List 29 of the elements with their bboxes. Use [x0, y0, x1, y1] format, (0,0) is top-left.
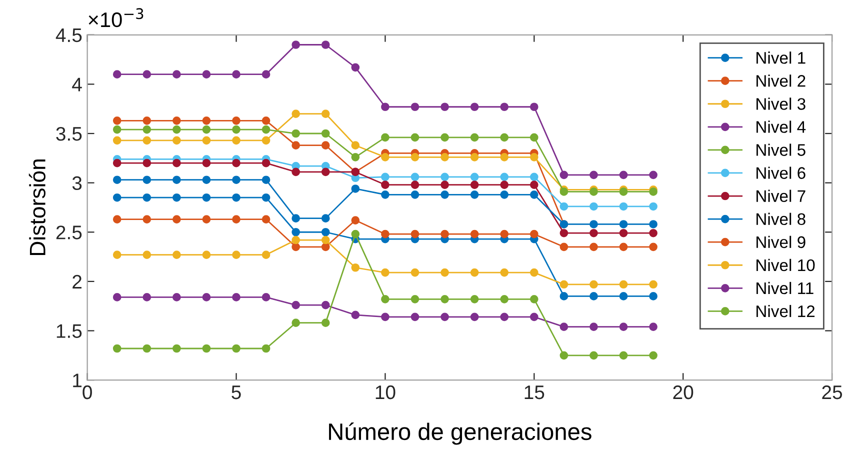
legend-label: Nivel 11: [756, 282, 814, 294]
legend-label: Nivel 1: [756, 52, 806, 64]
legend-label: Nivel 3: [756, 98, 806, 110]
y-tick-label: 1.5: [56, 324, 82, 338]
text: ×10$^{−3}$: [88, 8, 144, 28]
x-tick-label: 5: [232, 386, 241, 400]
legend-label: Nivel 6: [756, 166, 806, 179]
x-tick-label: 0: [82, 385, 92, 400]
x-tick-label: 25: [822, 385, 842, 400]
legend-label: Nivel 10: [756, 258, 815, 272]
y-tick-label: 2.5: [56, 226, 82, 240]
y-tick-label: 4.5: [56, 28, 82, 42]
x-axis-title: Número de generaciones: [329, 422, 592, 445]
legend-label: Nivel 2: [756, 74, 806, 87]
y-tick-label: 1: [73, 374, 82, 388]
legend-label: Nivel 8: [756, 212, 806, 226]
legend-label: Nivel 9: [756, 236, 806, 248]
y-axis-title: Distorsión: [28, 160, 46, 256]
x-tick-label: 20: [673, 385, 694, 400]
y-tick-label: 4: [72, 78, 82, 92]
y-tick-label: 2: [72, 274, 82, 288]
x-tick-label: 15: [524, 386, 544, 400]
legend-label: Nivel 5: [756, 144, 806, 156]
legend-label: Nivel 7: [756, 190, 806, 202]
x-tick-label: 10: [376, 385, 396, 400]
legend-label: Nivel 4: [756, 120, 806, 133]
y-tick-label: 3.5: [56, 126, 82, 141]
y-tick-label: 3: [72, 176, 82, 190]
legend-label: Nivel 12: [756, 304, 815, 318]
